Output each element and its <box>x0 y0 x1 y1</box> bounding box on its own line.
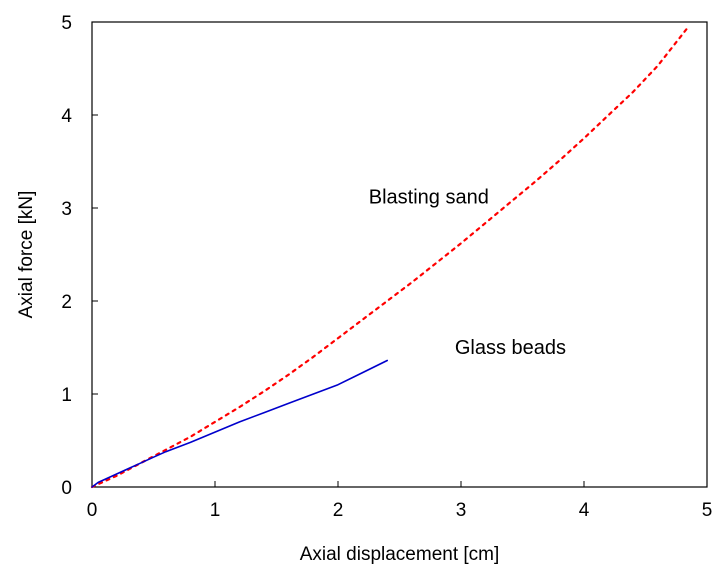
x-tick-label: 5 <box>702 500 712 521</box>
y-tick-label: 4 <box>61 106 72 127</box>
annotation-label: Glass beads <box>455 337 566 359</box>
x-tick-label: 3 <box>456 500 467 521</box>
annotation-layer: Blasting sand Glass beads <box>369 186 566 359</box>
series-layer <box>90 25 690 489</box>
x-axis-title: Axial displacement [cm] <box>300 544 500 565</box>
x-tick-label: 0 <box>87 500 98 521</box>
plot-frame <box>91 21 708 488</box>
y-tick-label: 0 <box>61 478 72 499</box>
y-tick-label: 2 <box>61 292 72 313</box>
y-tick-label: 3 <box>61 199 72 220</box>
x-tick-label: 1 <box>210 500 221 521</box>
annotation-label: Blasting sand <box>369 186 489 208</box>
axis-ticks: 0 1 2 3 4 5 0 1 2 3 4 5 <box>61 13 712 521</box>
y-tick-label: 1 <box>61 385 72 406</box>
y-tick-label: 5 <box>61 13 72 34</box>
x-tick-label: 2 <box>333 500 344 521</box>
series-line-glass-beads <box>91 359 389 488</box>
x-tick-label: 4 <box>579 500 590 521</box>
y-axis-title: Axial force [kN] <box>16 191 37 319</box>
series-line-blasting-sand <box>90 25 690 489</box>
